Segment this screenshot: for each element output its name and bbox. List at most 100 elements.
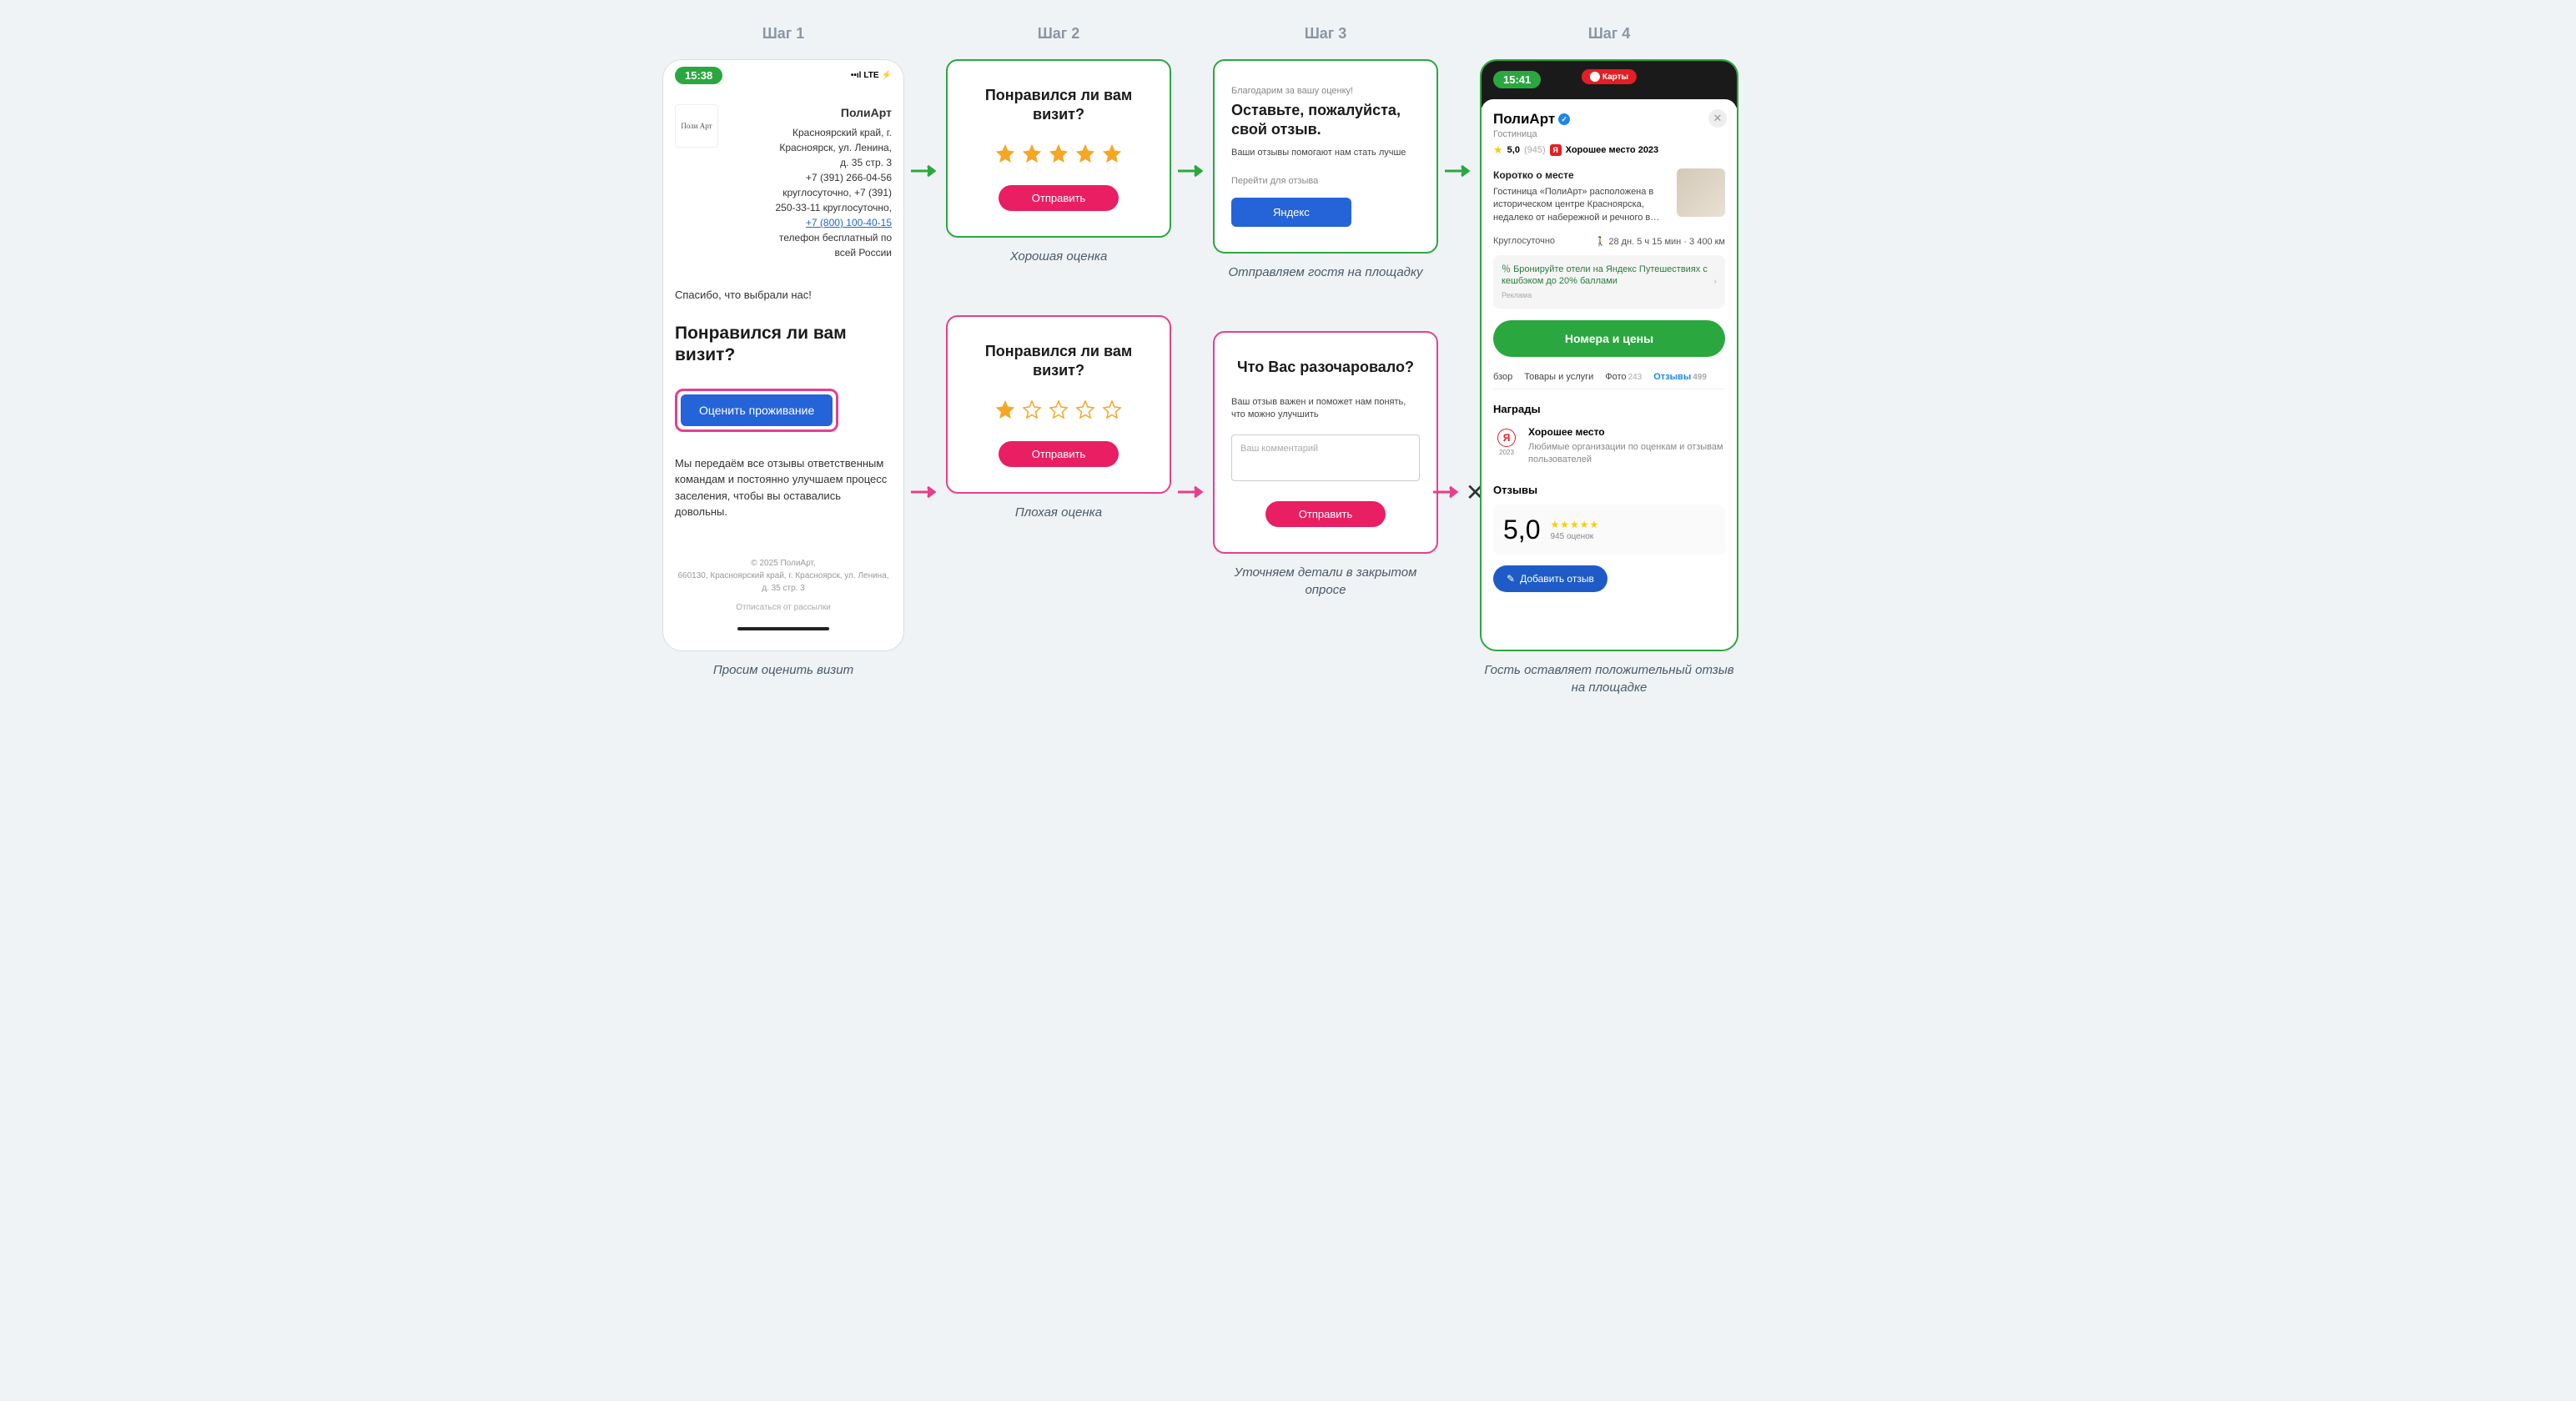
yandex-maps-badge: Карты <box>1582 69 1637 84</box>
card-good-rating: Понравился ли вам визит? Отправить <box>946 59 1171 238</box>
arrow-pink-3 <box>1433 484 1462 500</box>
star-icon <box>995 399 1015 419</box>
hotel-logo: Поли Арт <box>675 104 718 148</box>
yandex-icon: Я <box>1550 144 1562 156</box>
arrow-green-3 <box>1445 163 1474 179</box>
arrow-col-1 <box>904 25 946 696</box>
phone-mock-step1: 15:38 ••ıl LTE ⚡ Поли Арт ПолиАрт Красно… <box>662 59 904 651</box>
tab-photo[interactable]: Фото243 <box>1605 372 1642 382</box>
rate-button[interactable]: Оценить проживание <box>681 394 833 426</box>
disappointed-title: Что Вас разочаровало? <box>1231 358 1420 377</box>
tab-goods[interactable]: Товары и услуги <box>1524 372 1593 382</box>
column-step1: Шаг 1 15:38 ••ıl LTE ⚡ Поли Арт ПолиАрт … <box>662 25 904 696</box>
card-question: Понравился ли вам визит? <box>964 86 1153 125</box>
arrow-pink-2 <box>1178 484 1207 500</box>
send-button[interactable]: Отправить <box>1265 501 1386 527</box>
star-icon <box>1075 143 1095 163</box>
caption-step4: Гость оставляет положительный отзыв на п… <box>1480 661 1738 696</box>
card-question: Понравился ли вам визит? <box>964 342 1153 381</box>
award-item: Я 2023 Хорошее место Любимые организации… <box>1493 425 1725 467</box>
stars-5[interactable] <box>964 143 1153 163</box>
pencil-icon: ✎ <box>1507 573 1515 585</box>
goto-label: Перейти для отзыва <box>1231 176 1420 186</box>
hotel-info: ПолиАрт Красноярский край, г. Красноярск… <box>728 104 892 260</box>
place-thumbnail[interactable] <box>1677 168 1725 217</box>
place-name: ПолиАрт ✓ <box>1493 111 1725 128</box>
about-title: Коротко о месте <box>1493 168 1668 183</box>
star-icon <box>1022 143 1042 163</box>
column-step2: Шаг 2 Понравился ли вам визит? Отправить… <box>946 25 1171 696</box>
card-bad-rating: Понравился ли вам визит? Отправить <box>946 315 1171 494</box>
reviews-help-text: Ваши отзывы помогают нам стать лучше <box>1231 147 1420 159</box>
rating-number: 5,0 <box>1503 515 1540 545</box>
rating-stars-icon: ★★★★★ <box>1550 519 1599 530</box>
signal-indicator: ••ıl LTE ⚡ <box>851 71 892 80</box>
hotel-header: Поли Арт ПолиАрт Красноярский край, г. К… <box>675 104 892 260</box>
yandex-maps-screen: 15:41 Карты ✕ ПолиАрт ✓ Гостиница ★ 5,0 … <box>1480 59 1738 651</box>
home-indicator <box>737 627 829 630</box>
star-icon <box>1049 399 1069 419</box>
place-type: Гостиница <box>1493 129 1725 139</box>
step4-title: Шаг 4 <box>1480 25 1738 43</box>
flow-diagram: Шаг 1 15:38 ••ıl LTE ⚡ Поли Арт ПолиАрт … <box>662 25 1914 696</box>
comment-input[interactable]: Ваш комментарий <box>1231 434 1420 481</box>
arrow-col-3: ✕ <box>1438 25 1480 696</box>
rating-count: 945 оценок <box>1550 532 1599 541</box>
step3-title: Шаг 3 <box>1213 25 1438 43</box>
rating-line: ★ 5,0 (945) Я Хорошее место 2023 <box>1493 143 1725 157</box>
tab-reviews[interactable]: Отзывы499 <box>1653 372 1707 382</box>
feedback-note: Мы передаём все отзывы ответственным ком… <box>675 455 892 520</box>
send-button[interactable]: Отправить <box>999 185 1119 211</box>
hours-distance: Круглосуточно 🚶 28 дн. 5 ч 15 мин · 3 40… <box>1493 236 1725 247</box>
caption-survey: Уточняем детали в закрытом опросе <box>1213 564 1438 599</box>
step1-title: Шаг 1 <box>662 25 904 43</box>
awards-heading: Награды <box>1493 403 1725 415</box>
stars-1[interactable] <box>964 399 1153 419</box>
caption-bad: Плохая оценка <box>946 504 1171 521</box>
hotel-name: ПолиАрт <box>728 104 892 122</box>
arrow-pink-1 <box>911 484 940 500</box>
star-icon <box>1102 399 1122 419</box>
leave-review-title: Оставьте, пожалуйста, свой отзыв. <box>1231 101 1420 140</box>
status-bar: 15:38 ••ıl LTE ⚡ <box>675 67 892 84</box>
visit-question: Понравился ли вам визит? <box>675 323 892 367</box>
add-review-button[interactable]: ✎ Добавить отзыв <box>1493 565 1607 592</box>
promo-banner[interactable]: ％ Бронируйте отели на Яндекс Путешествия… <box>1493 255 1725 309</box>
caption-platform: Отправляем гостя на площадку <box>1213 264 1438 281</box>
reviews-heading: Отзывы <box>1493 484 1725 496</box>
time-pill: 15:41 <box>1493 71 1541 88</box>
card-goto-platform: Благодарим за вашу оценку! Оставьте, пож… <box>1213 59 1438 254</box>
rate-button-highlight: Оценить проживание <box>675 389 838 432</box>
star-icon <box>1102 143 1122 163</box>
chevron-right-icon: › <box>1713 276 1717 288</box>
close-icon[interactable]: ✕ <box>1708 109 1727 128</box>
award-icon: Я 2023 <box>1493 425 1520 459</box>
caption-step1: Просим оценить визит <box>662 661 904 679</box>
place-sheet: ✕ ПолиАрт ✓ Гостиница ★ 5,0 (945) Я Хоро… <box>1482 99 1737 604</box>
email-footer: © 2025 ПолиАрт, 660130, Красноярский кра… <box>675 557 892 614</box>
rooms-prices-button[interactable]: Номера и цены <box>1493 320 1725 357</box>
disappointed-sub: Ваш отзыв важен и поможет нам понять, чт… <box>1231 396 1420 422</box>
thanks-text: Спасибо, что выбрали нас! <box>675 289 892 301</box>
send-button[interactable]: Отправить <box>999 441 1119 467</box>
tab-overview[interactable]: бзор <box>1493 372 1512 382</box>
yandex-button[interactable]: Яндекс <box>1231 198 1351 227</box>
arrow-col-2 <box>1171 25 1213 696</box>
star-icon <box>995 143 1015 163</box>
about-text: Гостиница «ПолиАрт» расположена в истори… <box>1493 186 1668 224</box>
unsubscribe-link[interactable]: Отписаться от рассылки <box>675 601 892 614</box>
thanks-small: Благодарим за вашу оценку! <box>1231 86 1420 96</box>
star-icon <box>1022 399 1042 419</box>
column-step3: Шаг 3 Благодарим за вашу оценку! Оставьт… <box>1213 25 1438 696</box>
arrow-green-1 <box>911 163 940 179</box>
time-pill: 15:38 <box>675 67 722 84</box>
card-disappointed: Что Вас разочаровало? Ваш отзыв важен и … <box>1213 331 1438 554</box>
about-section: Коротко о месте Гостиница «ПолиАрт» расп… <box>1493 168 1725 224</box>
verified-icon: ✓ <box>1558 113 1570 125</box>
arrow-green-2 <box>1178 163 1207 179</box>
star-icon <box>1049 143 1069 163</box>
big-rating-box: 5,0 ★★★★★ 945 оценок <box>1493 505 1725 555</box>
step2-title: Шаг 2 <box>946 25 1171 43</box>
free-phone-link[interactable]: +7 (800) 100-40-15 <box>806 217 892 228</box>
column-step4: Шаг 4 15:41 Карты ✕ ПолиАрт ✓ Гостиница … <box>1480 25 1738 696</box>
